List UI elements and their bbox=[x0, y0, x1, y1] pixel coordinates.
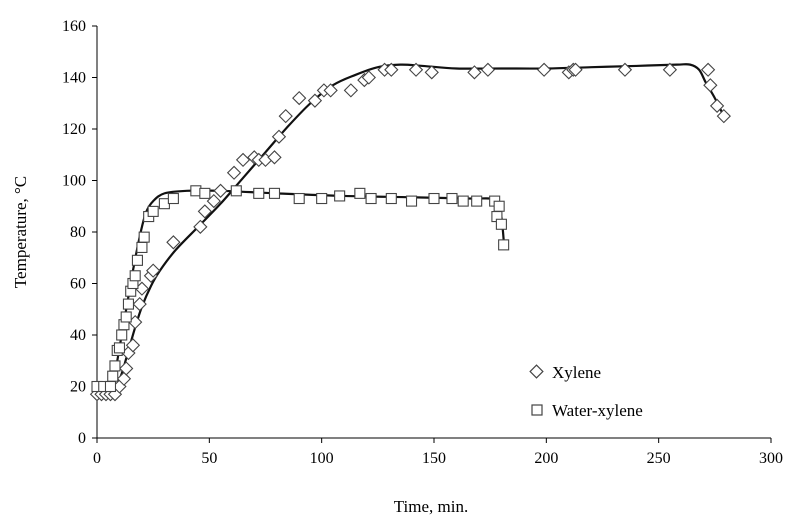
y-tick-label: 120 bbox=[62, 121, 86, 138]
point-xylene bbox=[278, 108, 293, 124]
point-xylene bbox=[323, 83, 338, 98]
y-tick-label: 80 bbox=[70, 224, 86, 241]
data-markers bbox=[89, 62, 731, 402]
point-xylene bbox=[197, 204, 212, 219]
point-water-xylene bbox=[316, 192, 328, 205]
point-xylene bbox=[166, 235, 181, 250]
point-water-xylene bbox=[104, 380, 117, 393]
point-xylene bbox=[267, 150, 282, 165]
point-xylene bbox=[128, 314, 143, 330]
y-ticks: 0 20 40 60 80 100 120 140 160 bbox=[62, 18, 97, 447]
point-xylene bbox=[307, 93, 323, 108]
point-water-xylene bbox=[385, 192, 397, 205]
point-water-xylene bbox=[167, 192, 179, 205]
x-tick-label: 250 bbox=[647, 450, 671, 467]
point-xylene bbox=[193, 219, 208, 234]
plot-area: 0 50 100 150 200 250 300 0 20 40 60 80 100 120 140 160 bbox=[62, 18, 783, 467]
point-xylene bbox=[709, 98, 725, 113]
x-ticks: 0 50 100 150 200 250 300 bbox=[93, 438, 783, 467]
point-water-xylene bbox=[268, 187, 281, 199]
point-water-xylene bbox=[495, 218, 507, 230]
fit-curve-water-xylene bbox=[96, 189, 505, 399]
point-xylene bbox=[132, 296, 147, 312]
x-tick-label: 150 bbox=[422, 450, 446, 467]
point-xylene bbox=[292, 90, 307, 106]
point-water-xylene bbox=[129, 270, 141, 282]
fit-curve-xylene bbox=[96, 63, 725, 398]
x-tick-label: 200 bbox=[534, 450, 558, 467]
point-water-xylene bbox=[471, 195, 483, 207]
point-xylene bbox=[361, 70, 376, 85]
point-xylene bbox=[206, 193, 221, 209]
point-xylene bbox=[343, 83, 359, 98]
point-water-xylene bbox=[113, 342, 126, 354]
fit-curves bbox=[96, 63, 725, 399]
point-xylene bbox=[536, 62, 552, 77]
point-water-xylene bbox=[230, 185, 242, 197]
legend-marker-xylene bbox=[529, 364, 544, 379]
legend-label-water-xylene: Water-xylene bbox=[552, 401, 643, 420]
point-xylene bbox=[119, 361, 134, 376]
x-tick-label: 100 bbox=[310, 450, 334, 467]
point-water-xylene bbox=[199, 187, 211, 199]
point-xylene bbox=[700, 62, 716, 77]
y-axis-title: Temperature, °C bbox=[11, 176, 30, 288]
point-xylene bbox=[480, 62, 496, 77]
point-xylene bbox=[568, 62, 583, 77]
point-water-xylene bbox=[122, 298, 135, 310]
point-water-xylene bbox=[405, 195, 418, 207]
point-xylene bbox=[703, 78, 718, 93]
legend-marker-water-xylene bbox=[531, 404, 543, 416]
point-water-xylene bbox=[446, 192, 458, 205]
legend: Xylene Water-xylene bbox=[529, 363, 643, 420]
point-xylene bbox=[662, 62, 678, 77]
x-tick-label: 50 bbox=[201, 450, 217, 467]
point-xylene bbox=[125, 338, 141, 353]
y-tick-label: 20 bbox=[70, 379, 86, 396]
point-water-xylene bbox=[116, 329, 128, 341]
point-water-xylene bbox=[457, 195, 469, 207]
y-tick-label: 0 bbox=[78, 430, 86, 447]
point-xylene bbox=[716, 108, 731, 124]
point-xylene bbox=[116, 371, 132, 386]
point-water-xylene bbox=[131, 254, 143, 266]
point-xylene bbox=[134, 281, 150, 296]
point-xylene bbox=[617, 62, 633, 77]
point-xylene bbox=[146, 263, 161, 278]
y-tick-label: 60 bbox=[70, 276, 86, 293]
point-xylene bbox=[424, 65, 439, 80]
point-water-xylene bbox=[253, 187, 265, 199]
point-water-xylene bbox=[147, 205, 159, 217]
point-xylene bbox=[235, 152, 251, 168]
point-water-xylene bbox=[107, 370, 119, 382]
x-tick-label: 0 bbox=[93, 450, 101, 467]
point-water-xylene bbox=[428, 192, 440, 205]
x-tick-label: 300 bbox=[759, 450, 783, 467]
legend-item-xylene: Xylene bbox=[529, 363, 601, 382]
point-water-xylene bbox=[120, 311, 132, 323]
point-xylene bbox=[408, 62, 424, 77]
x-axis-title: Time, min. bbox=[394, 497, 468, 516]
point-xylene bbox=[271, 129, 287, 144]
point-water-xylene bbox=[293, 192, 305, 205]
y-tick-label: 100 bbox=[62, 173, 86, 190]
y-tick-label: 140 bbox=[62, 70, 86, 87]
point-water-xylene bbox=[136, 241, 148, 253]
point-xylene bbox=[226, 165, 242, 180]
point-water-xylene bbox=[493, 200, 505, 212]
point-xylene bbox=[384, 62, 399, 77]
legend-item-water-xylene: Water-xylene bbox=[531, 401, 643, 420]
point-xylene bbox=[467, 65, 482, 80]
point-xylene bbox=[213, 183, 228, 198]
y-tick-label: 160 bbox=[62, 18, 86, 35]
y-tick-label: 40 bbox=[70, 327, 86, 344]
point-water-xylene bbox=[138, 231, 150, 243]
point-water-xylene bbox=[498, 239, 510, 251]
point-water-xylene bbox=[354, 187, 366, 199]
legend-label-xylene: Xylene bbox=[552, 363, 601, 382]
point-water-xylene bbox=[365, 192, 377, 205]
point-water-xylene bbox=[334, 190, 346, 202]
point-water-xylene bbox=[109, 360, 121, 372]
